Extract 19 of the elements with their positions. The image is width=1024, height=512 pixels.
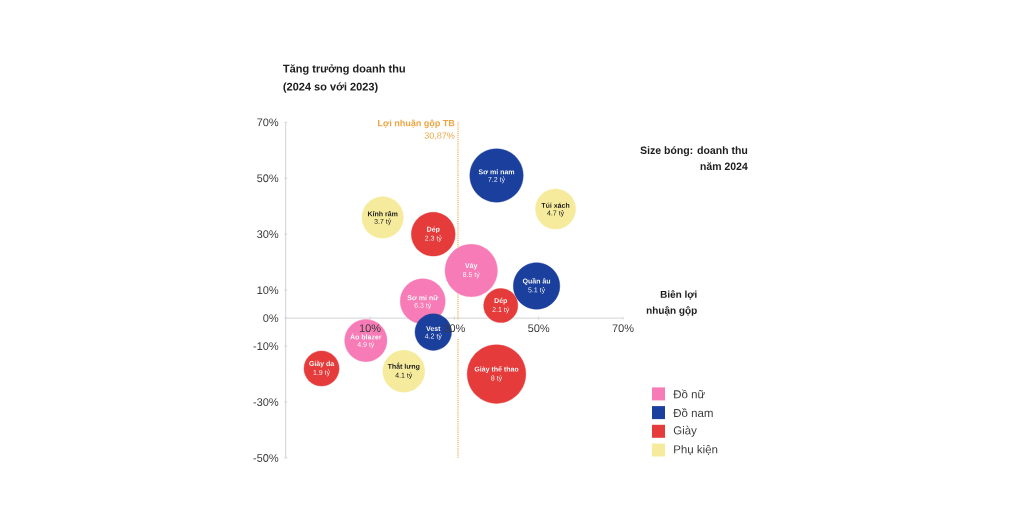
y-tick-label: 50% [257,174,279,183]
y-tick-label: 10% [257,286,279,295]
legend-label: Đồ nữ [673,389,705,399]
legend-label: Đồ nam [673,408,713,418]
text: Size bóng: doanh thu năm 2024 [640,146,748,171]
x-axis-title: Biên lợi nhuận gộp [646,290,697,316]
ref-line-label: Lợi nhuận gộp TB 30,87% [378,119,455,140]
y-tick-label: 0% [263,314,279,323]
x-tick-label: 50% [528,324,550,333]
y-tick-label: -50% [253,454,279,462]
y-tick-label: -10% [253,342,279,350]
legend-label: Phụ kiện [674,444,718,456]
legend-label: Giày [673,425,697,437]
y-tick-label: -30% [253,398,279,406]
y-axis-title: Tăng trưởng doanh thu (2024 so với 2023) [283,64,405,93]
y-tick-label: 30% [257,230,279,239]
y-tick-label: 70% [257,118,279,127]
x-tick-label: 10% [359,324,381,333]
x-tick-label: 70% [612,324,634,333]
